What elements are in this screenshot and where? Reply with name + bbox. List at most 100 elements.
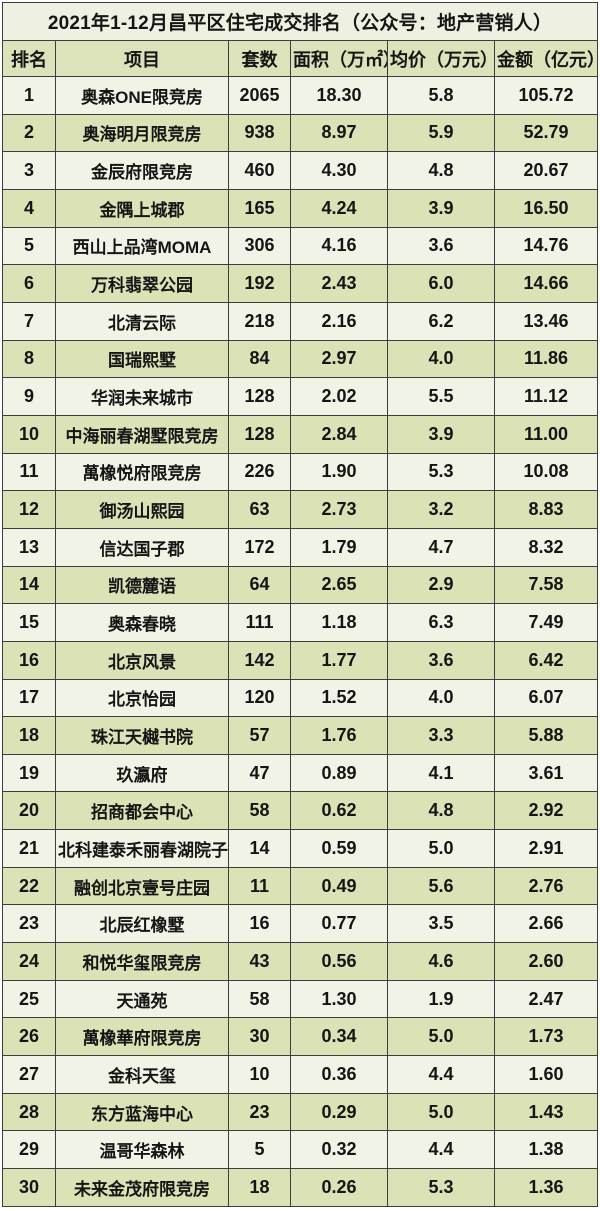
area-cell: 0.32 — [289, 1130, 388, 1170]
project-cell: 北京怡园 — [54, 678, 230, 718]
rank-cell: 15 — [2, 603, 56, 642]
units-cell: 120 — [228, 678, 291, 718]
project-cell: 奥海明月限竞房 — [54, 113, 230, 153]
area-cell: 2.84 — [289, 414, 388, 454]
area-cell: 2.73 — [289, 490, 388, 529]
rank-cell: 12 — [2, 490, 56, 529]
area-cell: 1.52 — [289, 678, 388, 718]
amount-cell: 6.07 — [494, 678, 598, 718]
area-cell: 2.43 — [289, 264, 388, 303]
units-cell: 226 — [228, 452, 291, 492]
amount-cell: 5.88 — [494, 716, 598, 755]
area-cell: 4.16 — [289, 226, 388, 266]
amount-cell: 2.66 — [494, 904, 598, 944]
units-cell: 30 — [228, 1017, 291, 1057]
area-cell: 0.89 — [289, 753, 388, 793]
amount-cell: 1.43 — [494, 1092, 598, 1132]
table-row: 7 北清云际 218 2.16 6.2 13.46 — [2, 301, 598, 341]
rank-cell: 4 — [2, 188, 56, 228]
project-cell: 未来金茂府限竞房 — [54, 1168, 230, 1207]
price-cell: 6.3 — [386, 603, 496, 642]
area-cell: 0.59 — [289, 829, 388, 868]
units-cell: 218 — [228, 301, 291, 341]
table-row: 14 凯德麓语 64 2.65 2.9 7.58 — [2, 565, 598, 605]
amount-cell: 2.60 — [494, 942, 598, 981]
units-cell: 58 — [228, 979, 291, 1019]
area-cell: 2.02 — [289, 377, 388, 416]
units-cell: 16 — [228, 904, 291, 944]
table-row: 18 珠江天樾书院 57 1.76 3.3 5.88 — [2, 716, 598, 755]
rank-cell: 19 — [2, 753, 56, 793]
table-row: 16 北京风景 142 1.77 3.6 6.42 — [2, 640, 598, 680]
amount-cell: 1.36 — [494, 1168, 598, 1207]
project-cell: 西山上品湾MOMA — [54, 226, 230, 266]
rank-cell: 25 — [2, 979, 56, 1019]
price-cell: 5.0 — [386, 1017, 496, 1057]
rank-cell: 17 — [2, 678, 56, 718]
area-cell: 0.77 — [289, 904, 388, 944]
header-price: 均价（万元） — [386, 40, 496, 77]
table-row: 15 奥森春晓 111 1.18 6.3 7.49 — [2, 603, 598, 642]
units-cell: 47 — [228, 753, 291, 793]
units-cell: 11 — [228, 866, 291, 906]
header-row: 排名 项目 套数 面积（万㎡） 均价（万元） 金额（亿元） — [2, 40, 598, 77]
area-cell: 4.30 — [289, 151, 388, 190]
units-cell: 10 — [228, 1055, 291, 1094]
rank-cell: 18 — [2, 716, 56, 755]
price-cell: 5.3 — [386, 1168, 496, 1207]
project-cell: 温哥华森林 — [54, 1130, 230, 1170]
units-cell: 58 — [228, 791, 291, 831]
table-row: 12 御汤山熙园 63 2.73 3.2 8.83 — [2, 490, 598, 529]
rank-cell: 6 — [2, 264, 56, 303]
rank-cell: 23 — [2, 904, 56, 944]
price-cell: 3.6 — [386, 640, 496, 680]
rank-cell: 2 — [2, 113, 56, 153]
area-cell: 1.79 — [289, 527, 388, 567]
table-row: 6 万科翡翠公园 192 2.43 6.0 14.66 — [2, 264, 598, 303]
price-cell: 4.0 — [386, 339, 496, 379]
amount-cell: 8.83 — [494, 490, 598, 529]
area-cell: 18.30 — [289, 76, 388, 115]
rank-cell: 21 — [2, 829, 56, 868]
header-rank: 排名 — [2, 40, 56, 77]
project-cell: 华润未来城市 — [54, 377, 230, 416]
project-cell: 萬橡悦府限竞房 — [54, 452, 230, 492]
area-cell: 1.90 — [289, 452, 388, 492]
table-row: 25 天通苑 58 1.30 1.9 2.47 — [2, 979, 598, 1019]
area-cell: 0.29 — [289, 1092, 388, 1132]
units-cell: 128 — [228, 377, 291, 416]
units-cell: 63 — [228, 490, 291, 529]
price-cell: 4.7 — [386, 527, 496, 567]
table-row: 11 萬橡悦府限竞房 226 1.90 5.3 10.08 — [2, 452, 598, 492]
units-cell: 192 — [228, 264, 291, 303]
project-cell: 凯德麓语 — [54, 565, 230, 605]
project-cell: 招商都会中心 — [54, 791, 230, 831]
table-row: 1 奥森ONE限竞房 2065 18.30 5.8 105.72 — [2, 76, 598, 115]
units-cell: 460 — [228, 151, 291, 190]
area-cell: 2.16 — [289, 301, 388, 341]
price-cell: 3.5 — [386, 904, 496, 944]
units-cell: 43 — [228, 942, 291, 981]
amount-cell: 10.08 — [494, 452, 598, 492]
table-row: 27 金科天玺 10 0.36 4.4 1.60 — [2, 1055, 598, 1094]
rank-cell: 28 — [2, 1092, 56, 1132]
project-cell: 萬橡華府限竞房 — [54, 1017, 230, 1057]
project-cell: 万科翡翠公园 — [54, 264, 230, 303]
project-cell: 奥森春晓 — [54, 603, 230, 642]
price-cell: 1.9 — [386, 979, 496, 1019]
units-cell: 64 — [228, 565, 291, 605]
amount-cell: 14.66 — [494, 264, 598, 303]
project-cell: 天通苑 — [54, 979, 230, 1019]
units-cell: 84 — [228, 339, 291, 379]
table-row: 24 和悦华玺限竞房 43 0.56 4.6 2.60 — [2, 942, 598, 981]
price-cell: 4.0 — [386, 678, 496, 718]
price-cell: 3.6 — [386, 226, 496, 266]
amount-cell: 3.61 — [494, 753, 598, 793]
price-cell: 5.3 — [386, 452, 496, 492]
header-units: 套数 — [228, 40, 291, 77]
price-cell: 5.8 — [386, 76, 496, 115]
rank-cell: 20 — [2, 791, 56, 831]
area-cell: 2.97 — [289, 339, 388, 379]
header-project: 项目 — [54, 40, 230, 77]
units-cell: 142 — [228, 640, 291, 680]
